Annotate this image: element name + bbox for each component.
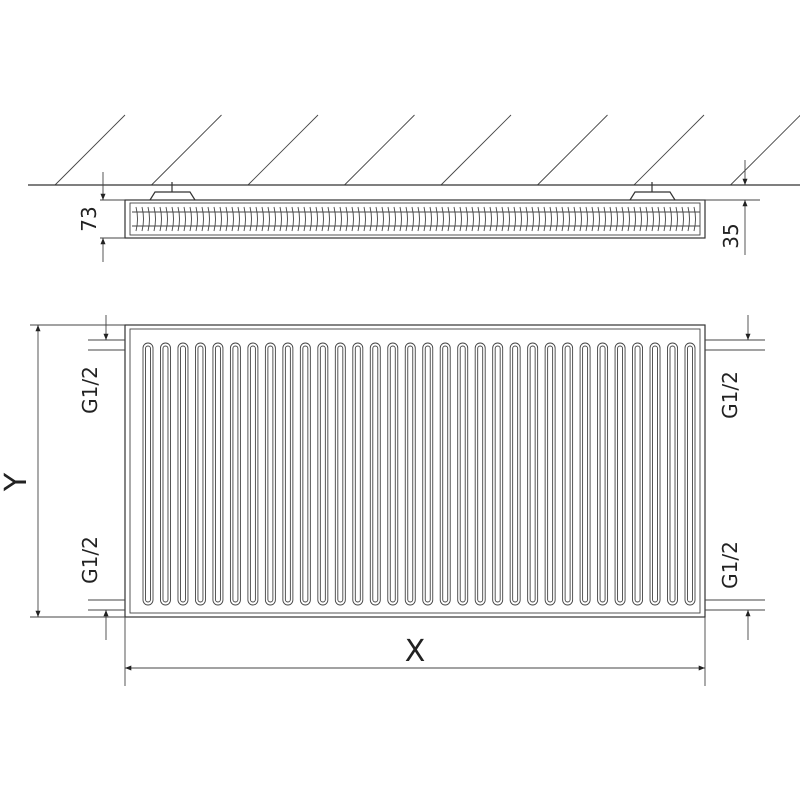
channel [633,343,643,605]
channel [160,343,170,605]
channel [528,343,538,605]
channel [475,343,485,605]
dimension-35-label: 35 [719,223,743,248]
hatch-line [634,115,704,185]
connection-stubs [88,340,765,610]
channel [650,343,660,605]
hatch-line [248,115,318,185]
channel [458,343,468,605]
channel [353,343,363,605]
dimension-x: X [125,617,705,686]
connection-label-left-bottom: G1/2 [78,536,102,584]
panel-channels [143,343,695,605]
channel [370,343,380,605]
radiator-top-outline [125,200,705,238]
hatch-line [441,115,511,185]
channel [423,343,433,605]
channel [195,343,205,605]
channel [388,343,398,605]
channel [230,343,240,605]
hatch-line [538,115,608,185]
channel [510,343,520,605]
channel [405,343,415,605]
channel [178,343,188,605]
convector-fins [132,207,700,231]
channel [580,343,590,605]
hatch-line [731,115,800,185]
channel [598,343,608,605]
channel [265,343,275,605]
channel [615,343,625,605]
hatch-line [55,115,125,185]
channel [545,343,555,605]
dimension-x-label: X [405,634,426,669]
channel [283,343,293,605]
channel [685,343,695,605]
radiator-top-view [125,182,705,238]
channel [668,343,678,605]
channel [493,343,503,605]
channel [213,343,223,605]
channel [248,343,258,605]
connection-label-right-top: G1/2 [718,371,742,419]
channel [563,343,573,605]
connection-label-right-bottom: G1/2 [718,541,742,589]
channel [440,343,450,605]
wall-hatching [55,115,800,185]
channel [300,343,310,605]
hatch-line [345,115,415,185]
channel [318,343,328,605]
connection-label-left-top: G1/2 [78,366,102,414]
dimension-35: 35 [700,160,760,255]
dimension-y-label: Y [0,472,34,492]
dimension-y: Y [0,325,125,617]
radiator-front-view: G1/2 G1/2 G1/2 G1/2 [78,315,765,640]
channel [143,343,153,605]
channel [335,343,345,605]
dimension-73-label: 73 [77,206,101,231]
hatch-line [152,115,222,185]
